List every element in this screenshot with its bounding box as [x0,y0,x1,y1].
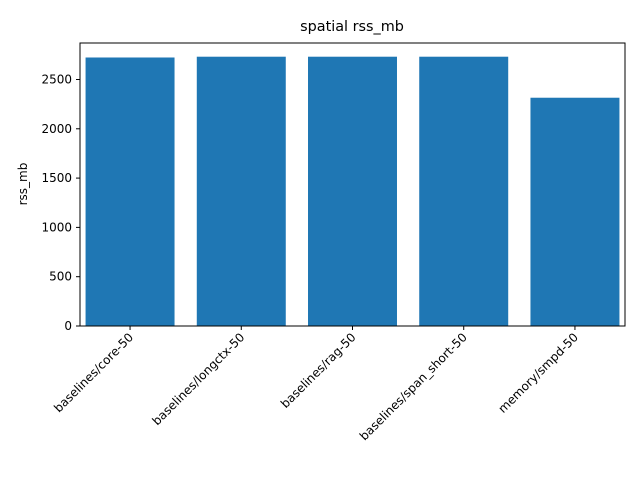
x-ticks-group: baselines/core-50 baselines/longctx-50 bas… [51,326,581,443]
plot-frame [79,42,626,327]
y-tick-label: 500 [49,270,72,284]
y-axis-label: rss_mb [16,163,30,206]
y-tick-label: 2500 [41,72,72,86]
bar [530,97,620,327]
x-tick-label: memory/smpd-50 [496,330,582,416]
x-tick-label: baselines/core-50 [51,330,136,415]
x-tick-label: baselines/span_short-50 [357,330,470,443]
y-tick-label: 1500 [41,171,72,185]
bars-group [85,56,620,327]
y-tick-label: 0 [64,319,72,333]
bar [419,56,509,327]
chart-title: spatial rss_mb [300,19,404,35]
x-tick-label: baselines/rag-50 [278,330,359,411]
x-tick-label: baselines/longctx-50 [149,330,247,428]
y-tick-label: 2000 [41,122,72,136]
bar [308,56,397,327]
bar [196,56,286,327]
y-ticks-group: 0 500 1000 1500 2000 2500 [41,72,80,333]
bar [85,57,175,327]
y-tick-label: 1000 [41,220,72,234]
